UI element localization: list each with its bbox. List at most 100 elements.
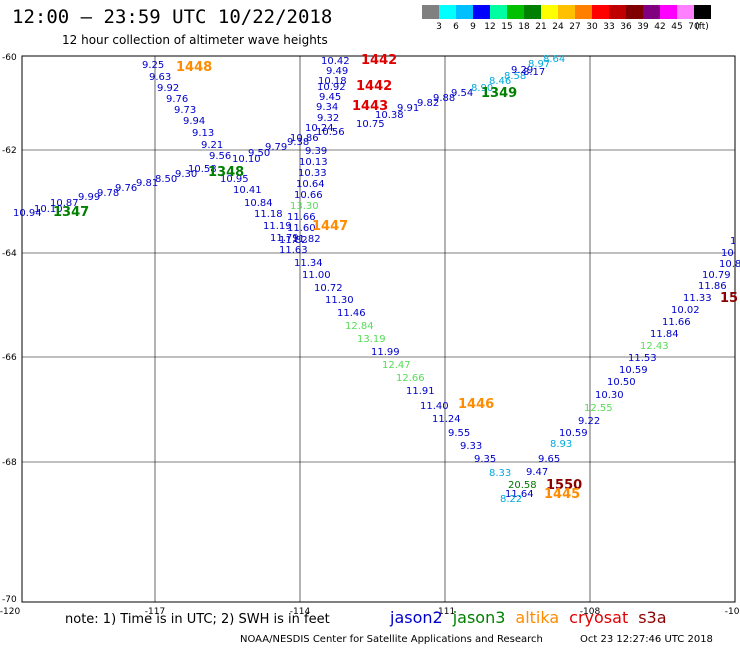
- color-scale-tick: 27: [569, 22, 581, 32]
- swh-value-label: 9.91: [397, 103, 419, 114]
- pass-time-altika: 1448: [176, 60, 212, 75]
- legend-cryosat: cryosat: [569, 608, 629, 627]
- pass-time-cryosat: 1442: [356, 79, 392, 94]
- swh-value-label: 9.54: [451, 88, 473, 99]
- axis-labels: -120 -117 -114 -111 -108 -105 -60 -62 -64 -66 -68 -…: [0, 53, 740, 617]
- color-scale-tick: 42: [654, 22, 666, 32]
- swh-value-label: 11.40: [420, 401, 449, 412]
- swh-value-label: 13.30: [290, 201, 319, 212]
- swh-value-label: 11.82: [292, 234, 321, 245]
- swh-value-label: 11.60: [287, 223, 316, 234]
- swh-value-label: 10.41: [233, 185, 262, 196]
- swh-value-label: 9.92: [157, 83, 179, 94]
- swh-value-label: 12.84: [345, 321, 374, 332]
- color-swatch: [524, 5, 541, 19]
- swh-value-label: 11.53: [628, 353, 657, 364]
- swh-value-label: 11.64: [505, 489, 534, 500]
- swh-value-label: 9.21: [201, 140, 223, 151]
- map-frame: [21, 55, 736, 603]
- swh-value-label: 10.10: [34, 204, 63, 215]
- color-scale-tick: 6: [453, 22, 459, 32]
- color-scale-tick: 3: [436, 22, 442, 32]
- swh-value-label: 9.56: [209, 151, 231, 162]
- lat-tick-label: -64: [2, 249, 17, 259]
- swh-value-label: 8.46: [489, 76, 511, 87]
- swh-value-label: 8.22: [500, 494, 522, 505]
- generated-timestamp: Oct 23 12:27:46 UTC 2018: [580, 634, 713, 645]
- swh-value-label: 11.82: [279, 235, 308, 246]
- pass-time-labels: 1448 1347 1349 1348 1442 1442 1443 1447 1446 1550…: [53, 53, 738, 502]
- color-swatch: [626, 5, 643, 19]
- swh-labels: 9.259.639.929.769.739.949.139.219.56 10.1…: [13, 54, 740, 505]
- swh-value-label: 11.84: [650, 329, 679, 340]
- page-subtitle: 12 hour collection of altimeter wave hei…: [62, 33, 328, 47]
- swh-value-label: 9.32: [317, 113, 339, 124]
- color-scale-tick: 18: [518, 22, 530, 32]
- swh-value-label: 11.34: [294, 258, 323, 269]
- swh-value-label: 11.18: [254, 209, 283, 220]
- swh-value-label: 11.79: [270, 233, 299, 244]
- swh-value-label: 20.58: [508, 480, 537, 491]
- swh-value-label: 9.25: [142, 60, 164, 71]
- color-swatch: [677, 5, 694, 19]
- footer-note: note: 1) Time is in UTC; 2) SWH is in fe…: [65, 612, 330, 627]
- swh-value-label: 8.17: [523, 67, 545, 78]
- pass-time-altika: 1445: [544, 487, 580, 502]
- lat-tick-label: -66: [2, 353, 17, 363]
- swh-value-label: 11.19: [263, 221, 292, 232]
- swh-value-label: 9.34: [316, 102, 338, 113]
- swh-value-label: 10.10: [232, 154, 261, 165]
- swh-value-label: 10.64: [296, 179, 325, 190]
- legend-s3a: s3a: [638, 608, 667, 627]
- color-swatch: [694, 5, 711, 19]
- swh-value-label: 9.63: [149, 72, 171, 83]
- swh-value-label: 10.59: [619, 365, 648, 376]
- swh-value-label: 10.13: [299, 157, 328, 168]
- swh-value-label: 11.86: [698, 281, 727, 292]
- color-swatch: [456, 5, 473, 19]
- swh-value-label: 11.24: [432, 414, 461, 425]
- swh-value-label: 9.49: [326, 66, 348, 77]
- swh-value-label: 10.94: [13, 208, 42, 219]
- swh-value-label: 12.55: [584, 403, 613, 414]
- color-scale-tick: 36: [620, 22, 632, 32]
- swh-value-label: 9.88: [433, 93, 455, 104]
- lon-tick-label: -114: [290, 607, 311, 617]
- color-swatch: [439, 5, 456, 19]
- color-swatch: [592, 5, 609, 19]
- swh-value-label: 10.79: [702, 270, 731, 281]
- lon-tick-label: -117: [145, 607, 165, 617]
- pass-time-cryosat: 1442: [361, 53, 397, 68]
- swh-value-label: 10.33: [298, 168, 327, 179]
- swh-value-label: 9.35: [474, 454, 496, 465]
- swh-value-label: 8.93: [550, 439, 572, 450]
- swh-value-label: 11.46: [337, 308, 366, 319]
- credit-text: NOAA/NESDIS Center for Satellite Applica…: [240, 634, 543, 645]
- swh-value-label: 9.38: [287, 137, 309, 148]
- swh-value-label: 11.30: [325, 295, 354, 306]
- swh-value-label: 9.76: [166, 94, 188, 105]
- swh-value-label: 8.90: [471, 83, 493, 94]
- swh-value-label: 10.58: [188, 164, 217, 175]
- lat-tick-label: -68: [2, 458, 17, 468]
- swh-value-label: 9.29: [511, 65, 533, 76]
- swh-value-label: 9.50: [248, 148, 270, 159]
- swh-value-label: 9.13: [192, 128, 214, 139]
- lon-tick-label: -120: [0, 607, 20, 617]
- swh-value-label: 8.33: [489, 468, 511, 479]
- lat-tick-label: -62: [2, 146, 17, 156]
- swh-value-label: 9.82: [417, 98, 439, 109]
- color-scale-tick: 70: [688, 22, 700, 32]
- swh-value-label: 8.64: [543, 54, 565, 65]
- swh-value-label: 10.92: [317, 82, 346, 93]
- swh-value-label: 10.42: [321, 56, 350, 67]
- color-scale-bar: [422, 5, 711, 21]
- satellite-legend: jason2 jason3 altika cryosat s3a: [390, 608, 677, 627]
- color-swatch: [422, 5, 439, 19]
- swh-value-label: 10.59: [559, 428, 588, 439]
- swh-value-label: 10: [721, 248, 734, 259]
- color-scale-tick: 24: [552, 22, 564, 32]
- swh-value-label: 9.65: [538, 454, 560, 465]
- swh-value-label: 10.80: [719, 259, 740, 270]
